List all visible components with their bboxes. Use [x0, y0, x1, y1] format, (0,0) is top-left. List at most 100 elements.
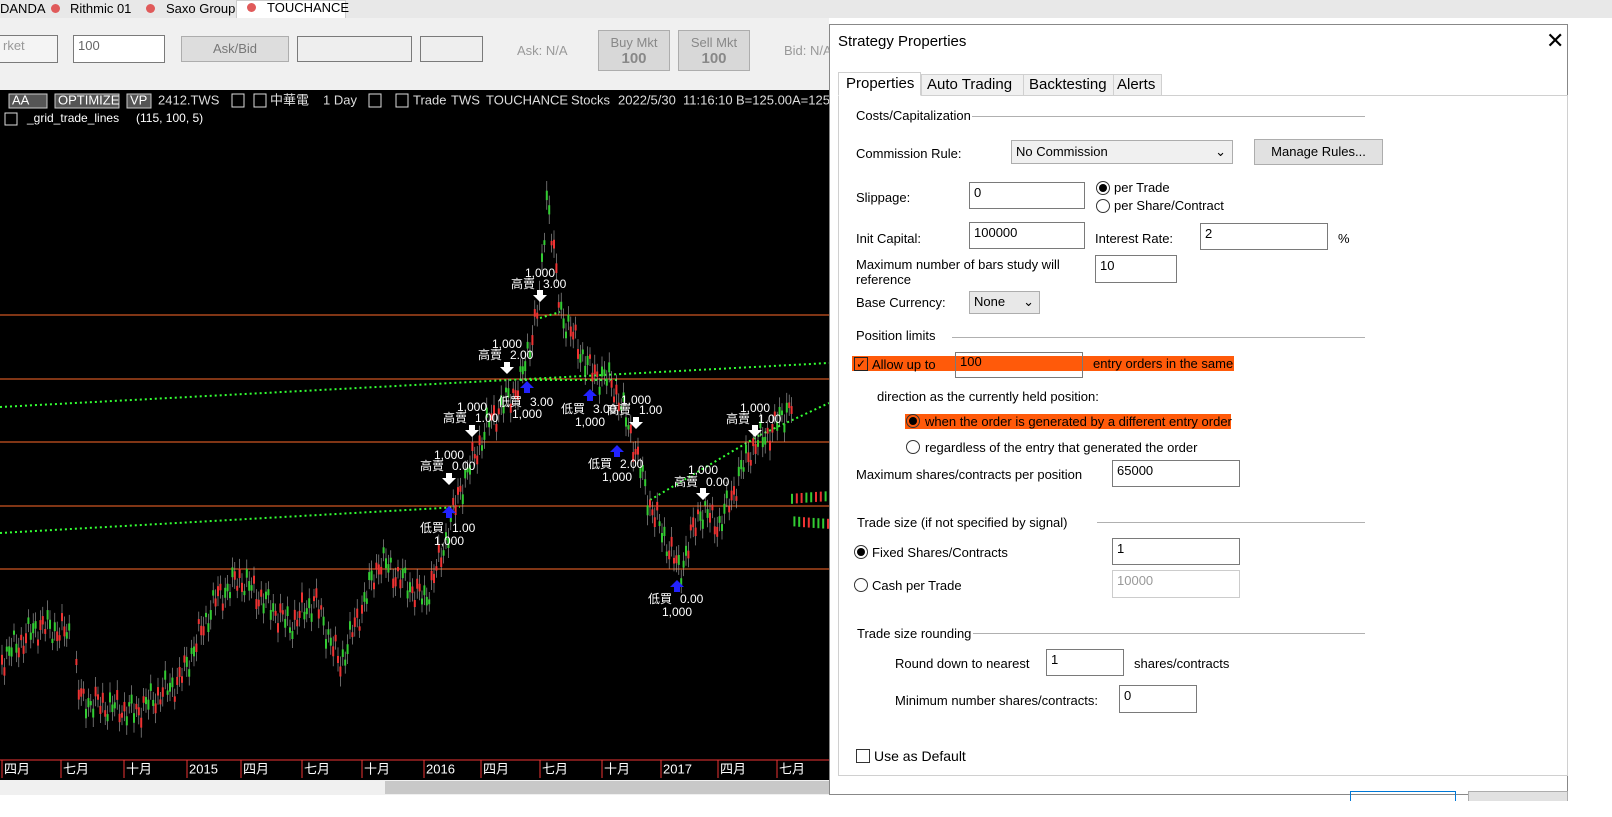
max-bars-input[interactable]: 10	[1095, 255, 1177, 283]
header-item: 中華電	[270, 92, 309, 107]
default-checkbox[interactable]	[856, 749, 870, 763]
candle-body	[255, 599, 258, 610]
dialog-button[interactable]	[1468, 791, 1568, 801]
candle-body	[423, 585, 426, 596]
init-capital-input[interactable]: 100000	[969, 222, 1085, 249]
candle-body	[718, 516, 721, 523]
dropdown[interactable]	[420, 36, 483, 62]
tab[interactable]: TOUCHANCE	[267, 0, 350, 15]
trade-label: 高賣	[674, 474, 698, 489]
candle-body	[207, 623, 210, 633]
min-input[interactable]: 0	[1119, 685, 1197, 713]
max-shares-input[interactable]: 65000	[1112, 460, 1240, 487]
field-value: 1	[1117, 541, 1125, 556]
candle-body	[716, 526, 719, 537]
header-dropdown	[395, 93, 409, 108]
candle-body	[680, 578, 683, 585]
ask-bid-button[interactable]: Ask/Bid	[181, 36, 289, 62]
candle-body	[617, 402, 620, 412]
quantity-input[interactable]: 100	[73, 35, 165, 63]
dialog-button[interactable]	[1350, 791, 1456, 801]
tab[interactable]: Rithmic 01	[70, 1, 132, 16]
candle-body	[392, 578, 395, 588]
candle-body	[178, 667, 181, 677]
x-axis-label: 四月	[243, 761, 269, 776]
candle-body	[380, 566, 383, 575]
candle-body	[166, 690, 169, 695]
candle-body	[334, 634, 337, 642]
radio-label: per Trade	[1114, 180, 1170, 195]
trade-price: 3.00	[530, 395, 554, 409]
dropdown[interactable]	[297, 36, 412, 62]
candle-body	[591, 372, 594, 382]
interest-rate-input[interactable]: 2	[1200, 223, 1328, 250]
candle-body	[195, 643, 198, 652]
candle-body	[368, 572, 371, 581]
radio-fixed[interactable]	[854, 545, 868, 559]
candle-body	[89, 701, 92, 706]
buy-market-button[interactable]: Buy Mkt 100	[598, 30, 670, 71]
radio-cash[interactable]	[854, 578, 868, 592]
candle-body	[315, 588, 318, 598]
tab[interactable]: Saxo Group	[166, 1, 236, 16]
radio-different-entry[interactable]	[906, 414, 920, 428]
trade-price: 0.00	[706, 475, 730, 489]
candle-body	[733, 486, 735, 495]
candle-body	[649, 499, 651, 508]
candle-body	[550, 240, 553, 246]
sell-market-button[interactable]: Sell Mkt 100	[678, 30, 750, 71]
field-value: None	[974, 294, 1006, 309]
candle-body	[677, 554, 680, 565]
dialog-tab[interactable]: Backtesting	[1029, 76, 1107, 93]
candle-body	[301, 592, 303, 603]
field-value: 0	[974, 185, 982, 200]
dialog-tab[interactable]: Alerts	[1117, 76, 1156, 93]
radio-per-trade[interactable]	[1096, 181, 1110, 195]
candle-body	[106, 714, 109, 722]
radio-per-share[interactable]	[1096, 199, 1110, 213]
candle-body	[253, 575, 255, 584]
radio-regardless[interactable]	[906, 440, 920, 454]
candle-body	[670, 536, 673, 547]
slippage-input[interactable]: 0	[969, 182, 1085, 209]
candle-body	[442, 550, 445, 556]
allow-checkbox[interactable]: ✓	[854, 357, 868, 371]
field-label: Round down to nearest	[895, 656, 1030, 671]
header-item: Trade	[413, 92, 446, 107]
buy-arrow	[520, 381, 534, 393]
candle-body	[502, 404, 505, 414]
candle-body	[349, 621, 351, 630]
candle-body	[248, 581, 251, 591]
candle-body	[608, 362, 611, 373]
manage-rules-button[interactable]: Manage Rules...	[1254, 139, 1383, 165]
trade-qty: 1,000	[621, 393, 651, 407]
close-button[interactable]: ✕	[1546, 28, 1565, 53]
trade-price: 2.00	[620, 457, 644, 471]
trade-label: 低買	[588, 457, 612, 471]
candle-body	[269, 610, 272, 620]
candle-body	[529, 350, 531, 358]
round-input[interactable]: 1	[1046, 649, 1124, 676]
candle-body	[233, 571, 236, 580]
market-select[interactable]: rket	[0, 35, 58, 63]
dialog-tab[interactable]: Auto Trading	[927, 76, 1013, 93]
header-item: 11:16:10	[683, 92, 733, 107]
fixed-input[interactable]: 1	[1112, 538, 1240, 565]
commission-select[interactable]: No Commission ⌄	[1011, 140, 1233, 164]
tab[interactable]: DANDA	[0, 1, 46, 16]
trade-label: 高賣	[726, 411, 750, 426]
candle-body	[351, 632, 354, 638]
trade-qty: 1,000	[512, 407, 542, 421]
dialog-tab-active[interactable]	[838, 72, 921, 96]
section-rule	[972, 116, 1365, 117]
cash-input[interactable]: 10000	[1112, 570, 1240, 598]
currency-select[interactable]: None ⌄	[969, 291, 1040, 314]
x-axis-label: 十月	[364, 761, 390, 776]
candle-body	[416, 578, 419, 589]
candle-body	[452, 497, 455, 505]
scrollbar-thumb[interactable]	[385, 781, 829, 794]
x-axis-label: 四月	[483, 761, 509, 776]
candle-body	[488, 420, 491, 428]
dialog-tab[interactable]: Properties	[846, 75, 915, 92]
allow-input[interactable]: 100	[955, 352, 1083, 378]
